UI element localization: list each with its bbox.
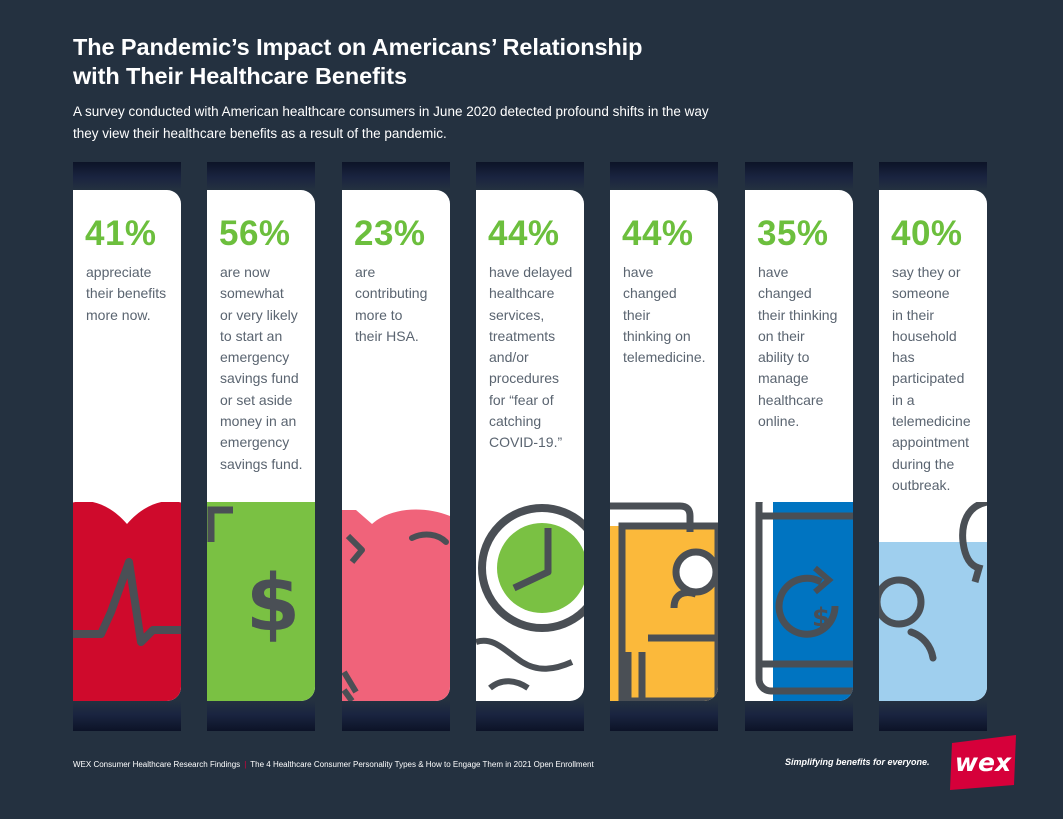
stat-card: 23% are contributing more to their HSA.: [342, 190, 450, 701]
stat-description: say they or someone in their household has pa…: [892, 264, 971, 493]
stat-card: 44% have changed their thinking on telemedic…: [610, 190, 718, 701]
page-title: The Pandemic’s Impact on Americans’ Rela…: [73, 33, 833, 91]
telemedicine-chat-icon: [879, 502, 987, 701]
stat-column-5: 44% have changed their thinking on telemedic…: [610, 162, 718, 731]
online-payment-tablet-icon: $: [755, 502, 853, 701]
stat-percent: 40%: [891, 214, 963, 253]
wex-logo: wex: [950, 735, 1016, 790]
stat-percent: 41%: [85, 214, 157, 253]
telemedicine-phone-icon: [610, 502, 718, 701]
column-top-shadow: [476, 162, 584, 190]
footer-credits: WEX Consumer Healthcare Research Finding…: [73, 760, 594, 769]
heart-pulse-icon: [73, 502, 181, 701]
stat-percent: 23%: [354, 214, 426, 253]
logo-text: wex: [955, 748, 1012, 777]
stat-column-4: 44% have delayed healthcare services, treat…: [476, 162, 584, 731]
column-bottom-shadow: [610, 701, 718, 731]
stat-description: appreciate their benefits more now.: [86, 264, 167, 323]
subtitle-line-2: they view their healthcare benefits as a…: [73, 126, 447, 141]
footer-tagline: Simplifying benefits for everyone.: [785, 757, 930, 767]
subtitle-line-1: A survey conducted with American healthc…: [73, 104, 709, 119]
stat-percent: 56%: [219, 214, 291, 253]
footer-report-title: The 4 Healthcare Consumer Personality Ty…: [250, 760, 594, 769]
column-bottom-shadow: [476, 701, 584, 731]
svg-text:$: $: [246, 559, 300, 649]
footer-separator: |: [244, 760, 247, 769]
column-top-shadow: [207, 162, 315, 190]
clock-icon: [476, 504, 584, 691]
footer-source: WEX Consumer Healthcare Research Finding…: [73, 760, 241, 769]
stat-description: are now somewhat or very likely to start an…: [220, 264, 303, 472]
stat-description: have changed their thinking on telemedicine.: [623, 264, 706, 366]
column-bottom-shadow: [342, 701, 450, 731]
column-bottom-shadow: [745, 701, 853, 731]
stat-description: have changed their thinking on their ability…: [758, 264, 838, 430]
column-top-shadow: [879, 162, 987, 190]
stat-percent: 44%: [488, 214, 560, 253]
stat-column-1: 41% appreciate their benefits more now.: [73, 162, 181, 731]
column-top-shadow: [610, 162, 718, 190]
stat-percent: 35%: [757, 214, 829, 253]
column-bottom-shadow: [207, 701, 315, 731]
title-line-2: with Their Healthcare Benefits: [73, 63, 407, 89]
stat-description: have delayed healthcare services, treatment…: [489, 264, 573, 451]
column-top-shadow: [342, 162, 450, 190]
stat-column-6: 35% have changed their thinking on their abi…: [745, 162, 853, 731]
stat-card: 40% say they or someone in their household h…: [879, 190, 987, 701]
stat-column-3: 23% are contributing more to their HSA.: [342, 162, 450, 731]
title-line-1: The Pandemic’s Impact on Americans’ Rela…: [73, 34, 643, 60]
stat-column-2: 56% are now somewhat or very likely to star…: [207, 162, 315, 731]
stat-card: 35% have changed their thinking on their abi…: [745, 190, 853, 701]
stat-column-7: 40% say they or someone in their household h…: [879, 162, 987, 731]
stat-card: 44% have delayed healthcare services, treat…: [476, 190, 584, 701]
page-subtitle: A survey conducted with American healthc…: [73, 101, 773, 145]
stat-percent: 44%: [622, 214, 694, 253]
column-top-shadow: [73, 162, 181, 190]
stat-card: 56% are now somewhat or very likely to star…: [207, 190, 315, 701]
stat-card: 41% appreciate their benefits more now.: [73, 190, 181, 701]
piggy-bank-icon: [342, 509, 450, 701]
column-top-shadow: [745, 162, 853, 190]
svg-text:$: $: [812, 603, 830, 633]
column-bottom-shadow: [879, 701, 987, 731]
column-bottom-shadow: [73, 701, 181, 731]
stat-description: are contributing more to their HSA.: [355, 264, 428, 344]
dollar-document-icon: $: [207, 502, 315, 701]
